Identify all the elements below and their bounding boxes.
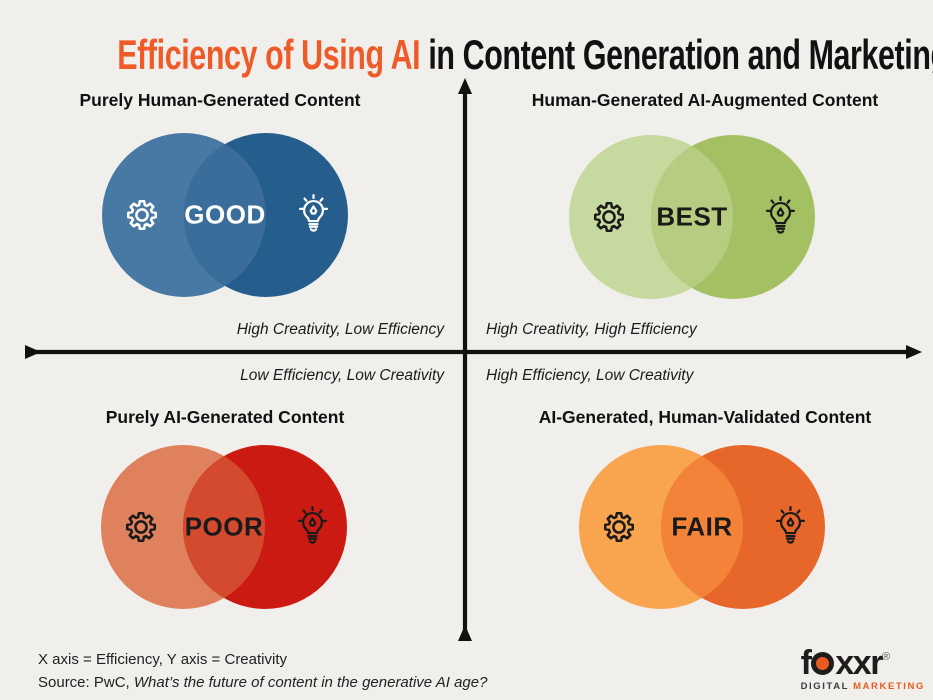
venn-overlap: [183, 445, 265, 609]
quadrant-heading-top-right: Human-Generated AI-Augmented Content: [531, 90, 879, 110]
lightbulb-icon: [775, 506, 806, 544]
venn-overlap: [661, 445, 743, 609]
quadrant-heading-bottom-right: AI-Generated, Human-Validated Content: [538, 407, 872, 427]
footer-source-prefix: Source: PwC,: [38, 674, 134, 691]
page-title-text: Efficiency of Using AI in Content Genera…: [117, 30, 933, 82]
rating-label: FAIR: [671, 511, 733, 542]
footer-axis-note: X axis = Efficiency, Y axis = Creativity: [38, 651, 287, 668]
gear-icon: [126, 199, 158, 231]
gear-icon: [603, 511, 635, 543]
lightbulb-icon: [297, 506, 328, 544]
venn-diagram-bottom-left: POOR: [100, 444, 348, 610]
logo-brand-start: f: [800, 644, 812, 682]
logo-brand: f xxr®: [801, 642, 925, 680]
venn-diagram-top-left: GOOD: [101, 132, 349, 298]
venn-circles: [101, 445, 347, 609]
page-title-rest: in Content Generation and Marketing: [420, 32, 933, 79]
axis-quadrant-label-bottom-left: Low Efficiency, Low Creativity: [240, 367, 444, 384]
venn-overlap: [184, 133, 266, 297]
axis-quadrant-label-top-right: High Creativity, High Efficiency: [486, 321, 697, 338]
page-title: Efficiency of Using AI in Content Genera…: [0, 32, 933, 80]
page-title-highlight: Efficiency of Using AI: [117, 32, 421, 79]
quadrant-heading-bottom-left: Purely AI-Generated Content: [105, 407, 345, 427]
logo-registered-mark: ®: [881, 651, 891, 663]
axis-quadrant-label-bottom-right: High Efficiency, Low Creativity: [486, 367, 694, 384]
venn-circles: [569, 135, 815, 299]
logo-tagline-digital: DIGITAL: [800, 681, 850, 692]
venn-circles: [102, 133, 348, 297]
rating-label: BEST: [656, 201, 728, 232]
logo-brand-end: xxr: [835, 644, 883, 682]
gear-icon: [593, 201, 625, 233]
rating-label: GOOD: [184, 199, 266, 230]
logo-tagline: DIGITAL MARKETING: [801, 681, 925, 692]
gear-icon: [125, 511, 157, 543]
footer-source: Source: PwC, What’s the future of conten…: [38, 671, 487, 694]
lightbulb-icon: [765, 196, 796, 234]
footer-source-title: What’s the future of content in the gene…: [133, 674, 488, 691]
venn-diagram-top-right: BEST: [568, 134, 816, 300]
footer: X axis = Efficiency, Y axis = Creativity…: [38, 648, 487, 694]
axis-quadrant-label-top-left: High Creativity, Low Efficiency: [236, 321, 444, 338]
logo-tagline-marketing: MARKETING: [853, 681, 925, 692]
rating-label: POOR: [184, 511, 264, 542]
logo-fox-o-icon: [811, 652, 835, 675]
venn-diagram-bottom-right: FAIR: [578, 444, 826, 610]
venn-overlap: [651, 135, 733, 299]
venn-circles: [579, 445, 825, 609]
lightbulb-icon: [298, 194, 329, 232]
quadrant-heading-top-left: Purely Human-Generated Content: [79, 90, 361, 110]
foxxr-logo: f xxr® DIGITAL MARKETING: [801, 642, 925, 692]
